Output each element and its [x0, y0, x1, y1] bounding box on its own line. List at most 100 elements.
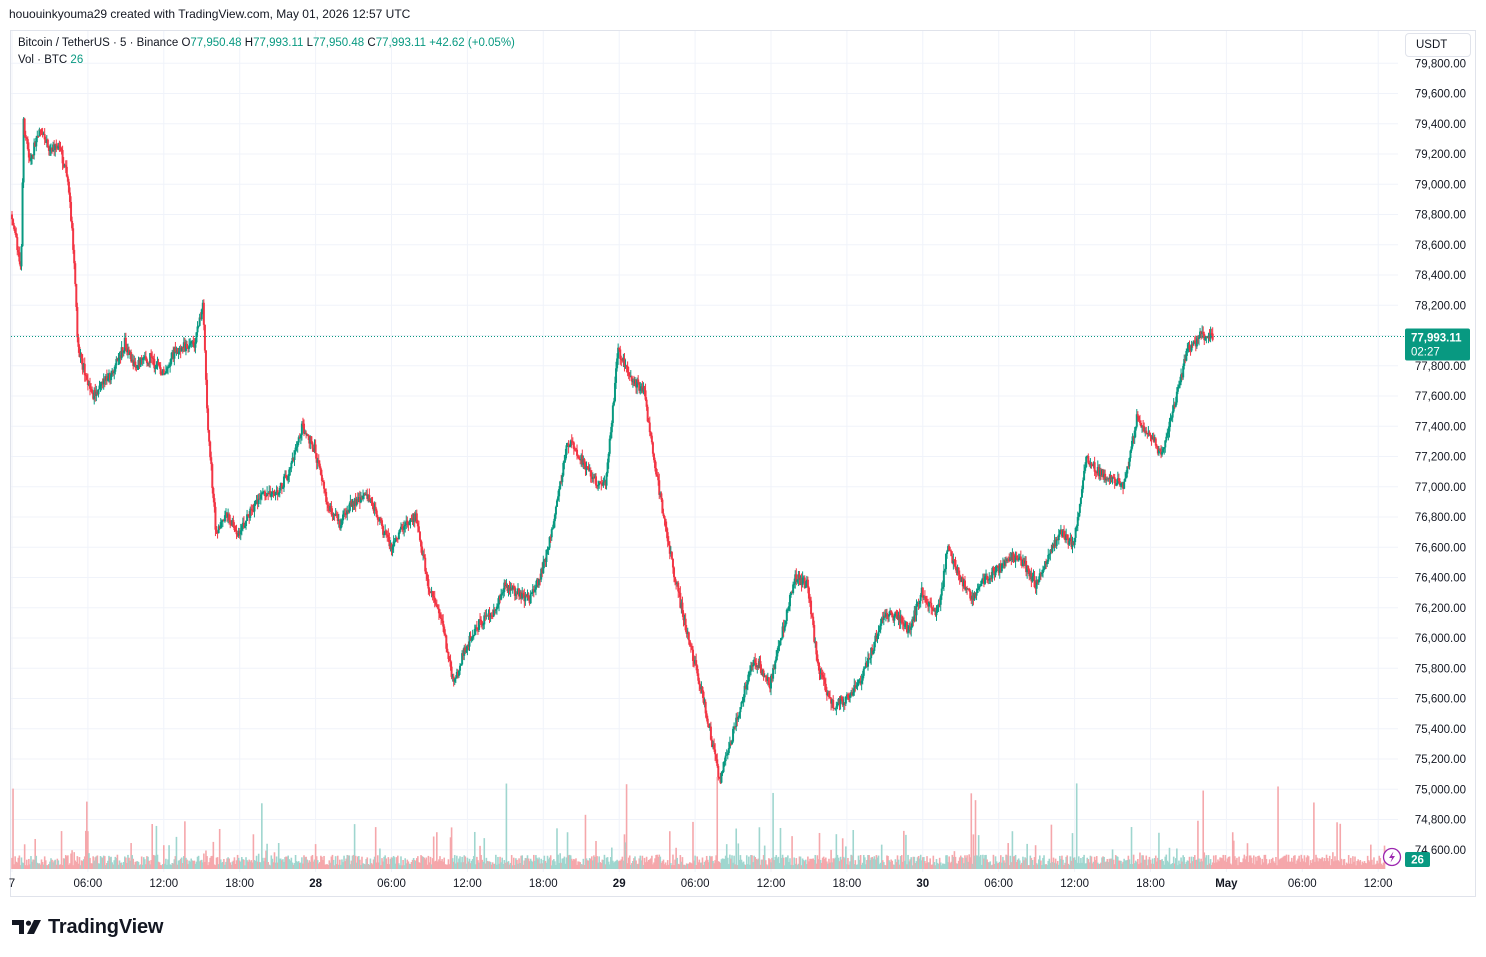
volume-bar — [936, 862, 939, 869]
volume-bar — [826, 861, 828, 869]
candle-up — [500, 594, 503, 600]
volume-bar — [1163, 864, 1166, 869]
volume-bar — [693, 860, 695, 869]
candle-down — [256, 499, 259, 504]
candle-down — [647, 421, 650, 423]
volume-bar — [575, 858, 577, 869]
candle-up — [597, 485, 600, 487]
candle-up — [1201, 331, 1204, 335]
volume-bar — [934, 865, 937, 869]
volume-bar — [144, 859, 146, 869]
candle-down — [949, 550, 952, 552]
volume-bar — [1349, 857, 1352, 869]
candle-up — [198, 317, 201, 326]
volume-bar — [978, 856, 981, 869]
candle-up — [1024, 560, 1027, 564]
candle-up — [279, 483, 282, 489]
volume-bar — [1001, 862, 1003, 869]
candle-up — [359, 498, 362, 503]
volume-bar — [1081, 862, 1083, 869]
candle-down — [76, 307, 79, 338]
candle-down — [1066, 534, 1069, 539]
brand-logo[interactable]: TradingView — [12, 914, 163, 940]
volume-bar — [208, 862, 210, 869]
candle-up — [346, 510, 349, 515]
volume-bar — [19, 865, 22, 869]
volume-bar — [1230, 864, 1233, 869]
volume-bar — [277, 843, 280, 869]
volume-bar — [469, 863, 472, 869]
volume-bar — [250, 860, 253, 869]
grid — [11, 31, 1398, 872]
candle-down — [1117, 478, 1120, 482]
candle-up — [939, 595, 942, 605]
candle-up — [563, 460, 566, 463]
volume-bar — [832, 858, 834, 869]
candle-down — [699, 684, 702, 690]
volume-bar — [969, 857, 972, 869]
candle-down — [1067, 538, 1070, 545]
volume-bar — [341, 859, 343, 869]
candle-up — [1069, 538, 1072, 541]
candle-down — [326, 501, 329, 505]
candle-down — [55, 144, 58, 146]
candle-down — [620, 358, 623, 360]
candle-down — [1140, 422, 1143, 427]
candle-up — [392, 541, 395, 547]
volume-bar — [699, 862, 702, 869]
volume-bar — [1043, 855, 1045, 869]
volume-bar — [363, 863, 365, 869]
volume-bar — [964, 855, 966, 869]
volume-bar — [830, 849, 832, 869]
volume-bar — [1334, 856, 1336, 869]
volume-bar — [786, 857, 788, 869]
volume-bar — [631, 863, 633, 869]
volume-bar — [243, 859, 245, 869]
candle-down — [510, 587, 513, 590]
candle-up — [920, 587, 923, 596]
candle-down — [443, 626, 446, 634]
candle-up — [113, 371, 116, 374]
candle-down — [997, 565, 1000, 573]
volume-bar — [502, 863, 505, 869]
volume-bar — [869, 860, 871, 869]
volume-bar — [690, 862, 692, 869]
candle-down — [771, 675, 774, 679]
volume-bar — [278, 858, 281, 869]
volume-bar — [787, 855, 789, 869]
volume-bar — [388, 864, 391, 869]
volume-bar — [139, 864, 142, 869]
candle-up — [139, 357, 142, 367]
candle-down — [506, 584, 509, 592]
candle-up — [1055, 539, 1058, 546]
candle-up — [894, 611, 897, 617]
candle-down — [668, 545, 671, 554]
candle-up — [557, 496, 560, 501]
currency-unit-button[interactable]: USDT — [1405, 33, 1471, 57]
volume-bar — [1003, 860, 1005, 869]
candle-up — [770, 675, 772, 689]
volume-bar — [876, 857, 879, 869]
volume-bar — [1180, 857, 1182, 869]
volume-bar — [76, 856, 79, 869]
volume-bar — [447, 859, 450, 869]
candle-down — [368, 495, 371, 502]
volume-bar — [802, 859, 805, 869]
candle-down — [865, 662, 868, 667]
volume-bar — [1380, 863, 1383, 869]
candle-down — [759, 661, 762, 669]
volume-bar — [100, 857, 103, 869]
candle-up — [1077, 512, 1080, 518]
volume-bar — [1063, 865, 1065, 869]
candle-down — [833, 707, 836, 710]
volume-bar — [1309, 860, 1312, 869]
volume-bar — [1218, 861, 1220, 869]
volume-bar — [495, 854, 497, 869]
volume-bar — [1200, 858, 1202, 869]
volume-bar — [1212, 855, 1215, 869]
candle-up — [819, 672, 822, 674]
volume-bar — [803, 861, 806, 869]
volume-bar — [15, 861, 18, 869]
volume-bar — [896, 855, 899, 869]
